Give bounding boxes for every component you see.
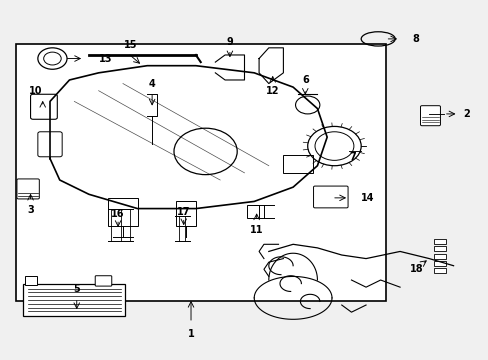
Text: 13: 13 <box>99 54 112 64</box>
Text: 4: 4 <box>148 78 155 89</box>
Text: 2: 2 <box>462 109 469 119</box>
Bar <box>433 253 446 258</box>
Text: 16: 16 <box>111 209 124 219</box>
Text: 5: 5 <box>73 284 80 294</box>
Text: 7: 7 <box>348 152 355 162</box>
Text: 10: 10 <box>29 86 42 96</box>
FancyBboxPatch shape <box>38 132 62 157</box>
Text: 12: 12 <box>265 86 279 96</box>
Bar <box>23 284 125 316</box>
Text: 6: 6 <box>301 75 308 85</box>
Text: 3: 3 <box>27 205 34 215</box>
FancyBboxPatch shape <box>95 276 112 286</box>
Text: 11: 11 <box>249 225 263 235</box>
Bar <box>433 247 446 251</box>
FancyBboxPatch shape <box>420 106 440 126</box>
Bar <box>246 205 259 217</box>
Text: 15: 15 <box>123 40 137 50</box>
Text: 9: 9 <box>226 37 233 48</box>
Text: 1: 1 <box>187 329 194 339</box>
Text: 17: 17 <box>177 207 190 217</box>
Bar <box>283 155 312 173</box>
Bar <box>25 276 37 285</box>
Text: 14: 14 <box>361 193 374 203</box>
Text: 18: 18 <box>409 264 423 274</box>
Bar <box>433 261 446 266</box>
Text: 8: 8 <box>411 34 418 44</box>
Bar <box>108 198 137 226</box>
FancyBboxPatch shape <box>30 94 57 119</box>
FancyBboxPatch shape <box>16 44 385 301</box>
FancyBboxPatch shape <box>313 186 347 208</box>
Bar <box>176 202 196 226</box>
Bar <box>433 239 446 244</box>
FancyBboxPatch shape <box>17 179 39 199</box>
Bar <box>433 268 446 273</box>
